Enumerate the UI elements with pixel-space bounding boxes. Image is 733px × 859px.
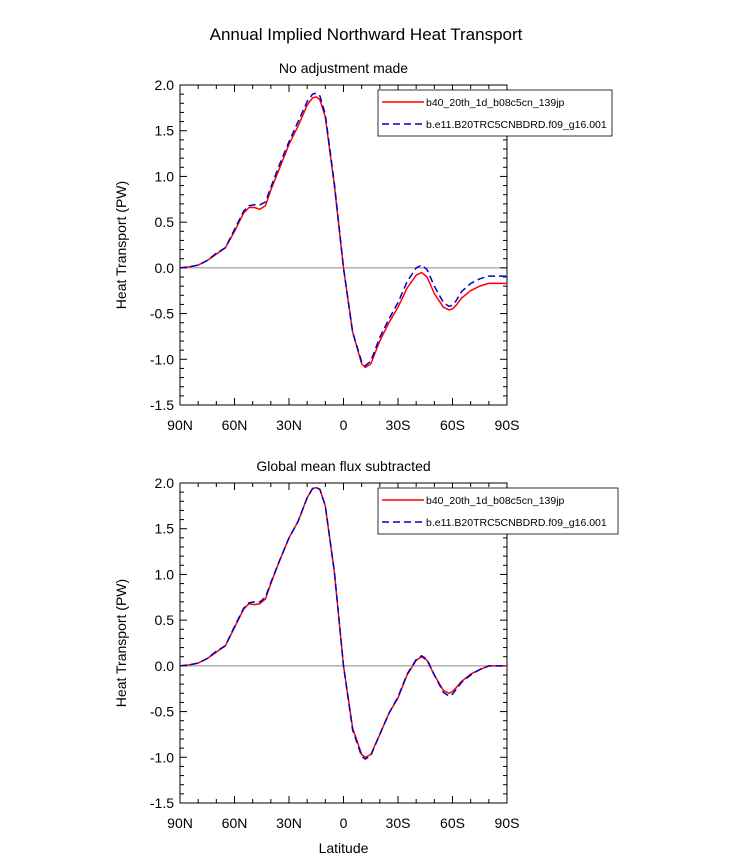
x-tick-label: 90S [495,815,520,831]
chart-title: No adjustment made [279,60,408,76]
x-tick-label: 60S [440,417,465,433]
y-tick-label: 2.0 [155,475,175,491]
x-tick-label: 30S [386,815,411,831]
y-tick-label: 0.5 [155,214,175,230]
y-tick-label: 2.0 [155,77,175,93]
x-tick-label: 60N [222,815,248,831]
chart-title: Global mean flux subtracted [256,458,430,474]
legend-label-2: b.e11.B20TRC5CNBDRD.f09_g16.001 [426,517,607,529]
y-tick-label: 1.0 [155,566,175,582]
x-tick-label: 90S [495,417,520,433]
legend-label-2: b.e11.B20TRC5CNBDRD.f09_g16.001 [426,119,607,131]
y-axis-label: Heat Transport (PW) [113,181,129,309]
chart-panel-1: No adjustment made 2.0 1.5 1.0 0.5 0.0 -0.5 -1.… [113,60,613,433]
x-tick-label: 60S [440,815,465,831]
x-tick-label: 90N [167,815,193,831]
y-tick-label: -1.0 [150,749,174,765]
y-tick-label: -0.5 [150,306,174,322]
legend: b40_20th_1d_b08c5cn_139jp b.e11.B20TRC5CN… [377,487,619,535]
series-line-2 [179,92,507,367]
legend-label-1: b40_20th_1d_b08c5cn_139jp [426,97,565,109]
x-tick-label: 30N [276,417,302,433]
figure-title: Annual Implied Northward Heat Transport [210,25,523,44]
legend-label-1: b40_20th_1d_b08c5cn_139jp [426,495,565,507]
legend: b40_20th_1d_b08c5cn_139jp b.e11.B20TRC5CN… [377,89,613,137]
y-tick-label: 0.0 [155,658,175,674]
y-tick-label: 0.0 [155,260,175,276]
x-tick-label: 30N [276,815,302,831]
y-tick-label: 1.5 [155,123,175,139]
x-tick-label: 0 [340,815,348,831]
x-tick-label: 30S [386,417,411,433]
y-tick-label: 0.5 [155,612,175,628]
legend-box [377,89,613,137]
chart-panel-2: Global mean flux subtracted 2.0 1.5 1.0 0.5 0… [113,458,619,856]
series-line-1 [179,96,507,369]
x-axis-label: Latitude [319,840,369,856]
x-tick-label: 0 [340,417,348,433]
y-tick-label: -1.0 [150,351,174,367]
y-tick-label: 1.0 [155,168,175,184]
x-tick-label: 90N [167,417,193,433]
y-axis-label: Heat Transport (PW) [113,579,129,707]
panels: No adjustment made 2.0 1.5 1.0 0.5 0.0 -0.5 -1.… [113,60,619,856]
legend-box [377,487,619,535]
y-tick-label: -1.5 [150,397,174,413]
series-line-2 [179,486,507,760]
x-tick-label: 60N [222,417,248,433]
y-tick-label: -1.5 [150,795,174,811]
y-tick-label: -0.5 [150,704,174,720]
y-tick-label: 1.5 [155,521,175,537]
